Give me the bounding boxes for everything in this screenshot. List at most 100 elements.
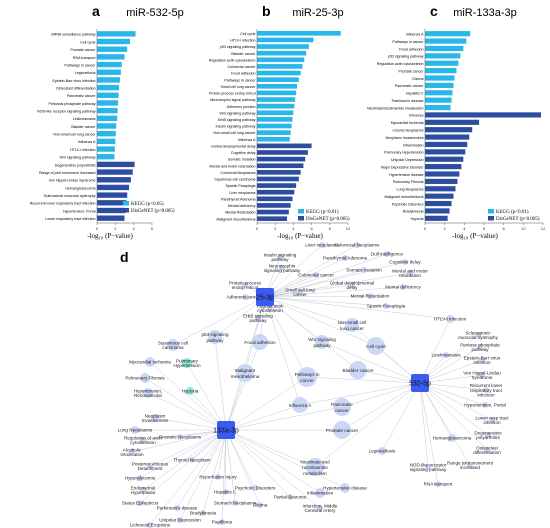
node-circle: [147, 522, 153, 528]
network-node: Alcoholic Intoxication: [120, 447, 144, 457]
network-edge: [419, 382, 488, 451]
network-edge: [139, 429, 227, 504]
node-circle: [186, 387, 194, 395]
category-label: Hepatitis C: [406, 92, 424, 96]
network-edge: [225, 404, 301, 431]
network-node: Pathways in cancer: [295, 367, 320, 387]
network-edge: [264, 296, 353, 326]
node-circle: [222, 489, 228, 495]
legend-label: KEGG (p<0.01): [306, 210, 339, 215]
x-tick-label: 2: [444, 226, 447, 231]
node-label: Hypertension, Renovascular: [134, 388, 163, 398]
node-circle: [242, 282, 248, 288]
network-node: Mental and motor retardation: [392, 268, 428, 278]
network-edge: [264, 296, 377, 347]
category-label: Osteoclast differentiation: [56, 86, 96, 90]
category-label: Range of joint movement increased: [39, 171, 96, 175]
bar: [257, 156, 306, 162]
bar: [97, 77, 120, 83]
category-label: p53 signaling pathway: [220, 45, 256, 49]
bar: [257, 103, 295, 109]
bar: [425, 134, 470, 140]
category-label: Non-small cell lung cancer: [213, 131, 256, 135]
network-node: Malignant mesothelioma: [231, 364, 260, 382]
network-node: NOD-like receptor signaling pathway: [410, 462, 447, 472]
node-label: Lichenoid Eruptions: [130, 523, 171, 528]
bar: [425, 149, 466, 155]
bar: [425, 90, 453, 96]
network-edge: [225, 429, 256, 489]
category-label: Colonic Neoplasms: [393, 129, 424, 133]
node-label: Alcoholic Intoxication: [120, 447, 144, 457]
node-circle: [208, 330, 222, 344]
node-circle: [349, 282, 355, 288]
node-label: Colorectal cancer: [298, 273, 334, 278]
bar: [97, 92, 119, 98]
chart-c-xlabel: -log₁₀ (P−value): [452, 232, 498, 240]
category-label: Pulmonary Hypertension: [384, 151, 423, 155]
category-label: RNA transport: [73, 56, 96, 60]
network-node: Pulmonary Fibrosis: [125, 373, 165, 383]
category-label: Liver neoplasms: [229, 191, 255, 195]
node-circle: [333, 398, 351, 416]
node-label: Pulmonary Hypertension: [173, 358, 201, 368]
node-circle: [400, 284, 406, 290]
bar: [257, 163, 304, 169]
category-label: Non-small cell lung cancer: [53, 133, 96, 137]
category-label: Glioma: [412, 77, 423, 81]
bar: [257, 170, 301, 175]
legend-label: KEGG (p<0.05): [131, 202, 164, 207]
network-edge: [144, 377, 227, 431]
network-edge: [149, 361, 227, 431]
node-label: Neoplasm Invasiveness: [142, 413, 169, 423]
network-node: Squamous cell carcinoma: [158, 339, 188, 351]
network-edge: [314, 382, 421, 468]
hub-square: [411, 374, 429, 392]
node-circle: [252, 485, 258, 491]
bar: [97, 138, 116, 145]
category-label: Nicotinate/nicotinamide metabolism: [367, 106, 424, 110]
category-label: Myocardial Ischemia: [391, 121, 424, 125]
network-edge: [381, 382, 421, 452]
network-node: HTLV-I infection: [434, 315, 467, 323]
category-label: Colorectal cancer: [228, 65, 257, 69]
hub-label: 25-3p: [256, 295, 274, 302]
node-circle: [342, 255, 348, 261]
network-node: Colorectal Neoplasms: [335, 242, 380, 248]
category-label: Protein process endop reticul: [209, 92, 256, 96]
node-circle: [345, 318, 359, 332]
category-label: Bladder cancer: [231, 52, 256, 56]
node-label: Hemangiosarcoma: [433, 436, 472, 441]
category-label: Parathyroid Adenoma: [221, 197, 256, 201]
category-label: Insulin signaling pathway: [216, 125, 256, 129]
network-edge: [264, 272, 411, 298]
node-label: Prostatic Neoplasms: [159, 435, 202, 440]
network-edge: [264, 295, 371, 298]
bar: [257, 196, 293, 202]
node-circle: [219, 519, 225, 525]
network-node: Inflammation: [307, 488, 334, 498]
bar: [97, 61, 122, 68]
network-edge: [264, 296, 359, 371]
bar: [425, 208, 450, 214]
node-circle: [367, 337, 385, 355]
legend-swatch: [123, 201, 129, 206]
legend-swatch: [298, 216, 304, 221]
network-node: Glioma: [253, 502, 268, 508]
network-edge: [419, 382, 493, 421]
network-node: Neurotrophin signaling pathway: [264, 263, 301, 273]
bar: [425, 97, 452, 103]
network-node: Pulmonary Hypertension: [173, 358, 201, 368]
x-tick-label: 2: [274, 226, 277, 231]
category-label: Neoplasm Invasiveness: [386, 136, 424, 140]
node-circle: [287, 494, 293, 500]
node-label: Hyperglycemia: [125, 476, 156, 481]
network-node: Parkinson's disease: [157, 505, 198, 511]
category-label: Cell cycle: [80, 40, 95, 44]
node-circle: [402, 259, 408, 265]
node-circle: [215, 474, 221, 480]
network-edge: [419, 382, 487, 391]
network-edge: [131, 429, 227, 453]
node-label: Liver neoplasms: [305, 243, 339, 248]
network-edge: [139, 429, 227, 479]
